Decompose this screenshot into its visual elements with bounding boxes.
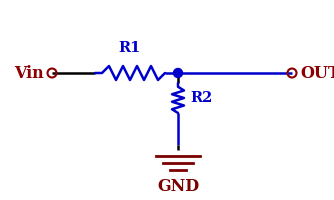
Text: OUT: OUT	[300, 64, 334, 82]
Text: R2: R2	[190, 91, 212, 105]
Text: Vin: Vin	[14, 64, 44, 82]
Circle shape	[173, 68, 182, 77]
Text: GND: GND	[157, 178, 199, 195]
Text: R1: R1	[119, 41, 141, 55]
